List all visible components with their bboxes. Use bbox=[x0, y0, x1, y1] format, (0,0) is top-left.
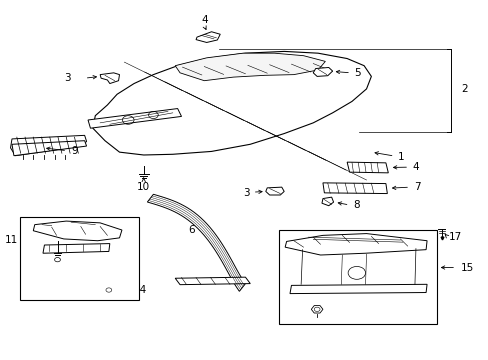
Polygon shape bbox=[289, 284, 426, 294]
Text: 5: 5 bbox=[354, 68, 360, 78]
Polygon shape bbox=[321, 197, 333, 206]
Polygon shape bbox=[147, 194, 245, 291]
Text: 3: 3 bbox=[64, 73, 71, 83]
Polygon shape bbox=[93, 51, 370, 155]
Text: 7: 7 bbox=[413, 182, 420, 192]
Text: 2: 2 bbox=[460, 84, 467, 94]
Polygon shape bbox=[322, 183, 386, 194]
Text: 14: 14 bbox=[134, 285, 147, 295]
Polygon shape bbox=[46, 293, 56, 299]
Polygon shape bbox=[265, 187, 284, 195]
Polygon shape bbox=[43, 244, 110, 253]
Text: 13: 13 bbox=[25, 287, 38, 296]
Text: 4: 4 bbox=[412, 162, 418, 172]
Circle shape bbox=[55, 257, 61, 262]
Polygon shape bbox=[88, 109, 181, 128]
Text: 4: 4 bbox=[201, 15, 207, 24]
Text: 12: 12 bbox=[59, 228, 72, 238]
Bar bbox=[279, 230, 436, 324]
Polygon shape bbox=[196, 32, 220, 42]
Polygon shape bbox=[100, 73, 119, 84]
Text: 6: 6 bbox=[187, 225, 194, 235]
Polygon shape bbox=[175, 53, 325, 81]
Bar bbox=[20, 217, 139, 300]
Polygon shape bbox=[11, 135, 86, 156]
Polygon shape bbox=[103, 286, 114, 294]
Text: 1: 1 bbox=[397, 152, 404, 162]
Text: 10: 10 bbox=[137, 182, 150, 192]
Text: 15: 15 bbox=[460, 262, 473, 273]
Text: 17: 17 bbox=[448, 232, 461, 242]
Polygon shape bbox=[285, 234, 426, 255]
Polygon shape bbox=[175, 277, 250, 285]
Text: 11: 11 bbox=[4, 235, 18, 245]
Text: 16: 16 bbox=[328, 310, 341, 320]
Polygon shape bbox=[33, 221, 122, 241]
Text: 9: 9 bbox=[71, 146, 78, 156]
Text: 3: 3 bbox=[242, 188, 249, 198]
Polygon shape bbox=[311, 306, 322, 313]
Polygon shape bbox=[12, 141, 86, 156]
Polygon shape bbox=[346, 162, 387, 173]
Polygon shape bbox=[313, 67, 332, 76]
Text: 8: 8 bbox=[353, 200, 359, 210]
